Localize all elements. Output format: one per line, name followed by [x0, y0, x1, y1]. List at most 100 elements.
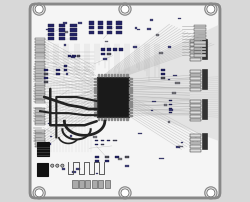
Bar	[123, 74, 124, 76]
Bar	[107, 31, 112, 34]
Bar	[72, 56, 75, 58]
Bar	[111, 118, 112, 120]
Bar	[76, 55, 80, 57]
Bar	[101, 74, 102, 76]
Bar	[190, 149, 201, 152]
Bar	[89, 21, 94, 25]
Bar	[35, 138, 45, 140]
Bar	[35, 52, 45, 53]
Bar	[45, 166, 47, 168]
Bar	[130, 92, 132, 93]
Bar	[101, 118, 102, 120]
Bar	[35, 71, 45, 73]
Polygon shape	[113, 24, 220, 141]
Bar	[35, 108, 45, 109]
Bar	[44, 77, 48, 79]
Bar	[35, 146, 45, 147]
Bar	[160, 158, 164, 159]
Bar	[168, 79, 170, 80]
Bar	[94, 115, 96, 116]
Bar	[130, 78, 132, 79]
Bar	[98, 26, 103, 29]
Bar	[130, 115, 132, 116]
Circle shape	[205, 3, 217, 15]
Bar	[190, 47, 201, 50]
Bar	[37, 163, 48, 176]
Bar	[190, 81, 201, 84]
Bar	[130, 87, 132, 88]
Bar	[194, 38, 206, 40]
Bar	[119, 48, 123, 50]
Bar	[35, 79, 45, 81]
Bar	[35, 135, 45, 137]
Bar	[94, 98, 96, 99]
Bar	[64, 69, 68, 71]
Bar	[190, 138, 201, 141]
Bar	[194, 41, 206, 44]
Bar	[105, 156, 109, 158]
Bar	[107, 21, 112, 25]
Bar	[194, 25, 206, 27]
Bar	[190, 77, 201, 80]
Bar	[111, 74, 112, 76]
Bar	[44, 81, 48, 83]
Bar	[35, 96, 45, 98]
Bar	[190, 70, 201, 73]
Bar	[130, 98, 132, 99]
Bar	[194, 44, 206, 47]
Bar	[176, 146, 180, 148]
Bar	[113, 140, 116, 141]
Bar	[150, 19, 154, 21]
Bar	[117, 74, 118, 76]
Bar	[170, 108, 172, 109]
Bar	[178, 146, 183, 147]
Bar	[190, 142, 201, 144]
Bar	[101, 48, 105, 50]
Bar	[94, 106, 96, 107]
Bar	[104, 58, 107, 60]
Bar	[76, 168, 80, 170]
Bar	[107, 140, 110, 141]
Bar	[92, 180, 97, 188]
Bar	[130, 84, 132, 85]
Bar	[64, 44, 66, 46]
Bar	[118, 158, 122, 160]
Bar	[194, 48, 206, 50]
Bar	[94, 112, 96, 113]
Bar	[44, 69, 48, 71]
Bar	[48, 24, 54, 27]
Bar	[104, 118, 106, 120]
Bar	[130, 95, 132, 96]
Bar	[35, 66, 45, 68]
Bar	[35, 88, 45, 90]
Bar	[95, 160, 99, 162]
Bar	[35, 91, 45, 93]
Bar	[164, 104, 167, 106]
Circle shape	[35, 189, 43, 197]
Bar	[194, 54, 206, 57]
Bar	[72, 171, 76, 173]
Bar	[56, 69, 60, 71]
Bar	[114, 74, 115, 76]
Bar	[59, 37, 66, 40]
Bar	[35, 140, 45, 142]
Bar	[35, 44, 45, 45]
Bar	[35, 118, 45, 120]
Bar	[202, 99, 207, 119]
Bar	[35, 57, 45, 59]
Circle shape	[61, 164, 64, 167]
Bar	[105, 160, 109, 162]
Bar	[98, 74, 99, 76]
Bar	[35, 54, 45, 56]
Bar	[35, 74, 45, 76]
Bar	[35, 83, 45, 85]
Bar	[190, 119, 201, 121]
Bar	[98, 31, 103, 34]
Bar	[78, 22, 82, 24]
Bar	[101, 53, 105, 55]
Bar	[176, 82, 180, 84]
Circle shape	[119, 187, 131, 199]
Bar	[94, 103, 96, 105]
Bar	[115, 156, 119, 158]
FancyBboxPatch shape	[30, 4, 220, 198]
